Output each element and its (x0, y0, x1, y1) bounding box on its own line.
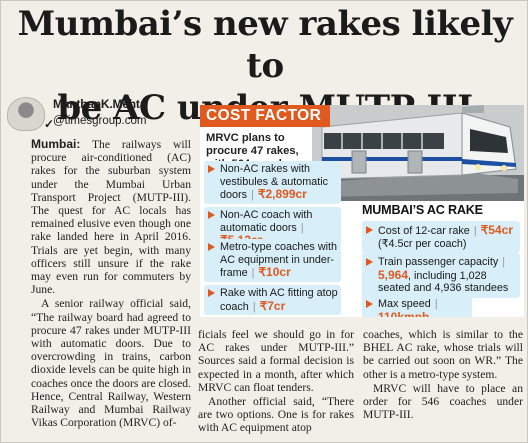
ac-rake-cost-price: ₹54cr (480, 223, 513, 237)
author-handle: @timesgroup.com (53, 115, 147, 127)
infobox-header: COST FACTOR (200, 105, 330, 127)
train-illustration (312, 105, 524, 201)
bullet-arrow-icon (208, 289, 215, 297)
article-paragraph: ficials feel we should go in for AC rake… (198, 328, 354, 394)
ac-rake-title: MUMBAI’S AC RAKE (362, 203, 483, 217)
separator: | (473, 225, 477, 237)
ac-rake-capacity-label: Train passenger capacity (378, 256, 499, 268)
cost-item-text: Non-AC rakes with vestibules & automatic… (220, 163, 329, 202)
author-name: ManthanK.Mehta (53, 97, 147, 111)
dateline: Mumbai: (31, 137, 81, 151)
ac-rake-speed-value: 110kmph (378, 309, 430, 317)
separator: | (251, 189, 254, 202)
ac-rake-capacity: Train passenger capacity | 5,964, includ… (362, 253, 520, 298)
ac-rake-cost: Cost of 12-car rake | ₹54cr (₹4.5cr per … (362, 221, 520, 254)
paragraph-text: The railways will procure air-conditione… (31, 138, 191, 297)
separator: | (251, 267, 255, 280)
ac-rake-speed: Max speed | 110kmph (362, 295, 472, 317)
cost-item: Metro-type coaches with AC equipment in … (204, 239, 341, 282)
separator: | (434, 298, 438, 310)
article-column-3: coaches, which is similar to the BHEL AC… (363, 328, 523, 421)
cost-item-price: ₹10cr (258, 265, 291, 280)
cost-item-price: ₹7cr (259, 298, 286, 313)
article-paragraph: MRVC will have to place an order for 546… (363, 381, 523, 422)
ac-rake-speed-label: Max speed (378, 298, 431, 310)
ac-rake-capacity-detail: , including 1,028 seated and 4,936 stand… (378, 269, 509, 295)
cost-item-text: Rake with AC fitting atop coach (220, 287, 338, 313)
bullet-arrow-icon (366, 226, 373, 234)
headline-line-1: Mumbai’s new rakes likely to (17, 4, 513, 86)
article-paragraph: Mumbai: The railways will procure air-co… (31, 137, 191, 297)
bullet-arrow-icon (208, 165, 215, 173)
article-paragraph: A senior railway official said, “The rai… (31, 297, 191, 430)
cost-item: Rake with AC fitting atop coach | ₹7cr (204, 285, 341, 316)
article-column-2: ficials feel we should go in for AC rake… (198, 328, 354, 435)
cost-item-price: ₹2,899cr (257, 187, 307, 202)
separator: | (300, 221, 304, 234)
ac-rake-cost-label: Cost of 12-car rake (378, 225, 470, 237)
cost-item: Non-AC rakes with vestibules & automatic… (204, 161, 341, 204)
bullet-arrow-icon (366, 258, 373, 266)
article-column-1: Mumbai: The railways will procure air-co… (31, 137, 191, 430)
separator: | (252, 300, 256, 313)
cost-item-text: Metro-type coaches with AC equipment in … (220, 241, 338, 280)
bullet-arrow-icon (208, 243, 215, 251)
cost-factor-infobox: COST FACTOR MRVC plans to procure 47 rak… (200, 105, 524, 317)
twitter-icon: ✓ (44, 117, 55, 131)
ac-rake-cost-note: (₹4.5cr per coach) (378, 237, 467, 250)
byline: ManthanK.Mehta @timesgroup.com (53, 97, 146, 129)
author-photo (7, 97, 45, 131)
bullet-arrow-icon (366, 300, 373, 308)
article-paragraph: coaches, which is similar to the BHEL AC… (363, 328, 523, 381)
separator: | (502, 256, 506, 268)
ac-train-photo (312, 105, 524, 201)
ac-rake-capacity-value: 5,964 (378, 267, 409, 282)
cost-item-text: Non-AC coach with automatic doors (220, 209, 313, 234)
article-paragraph: Another official said, “There are two op… (198, 395, 354, 435)
bullet-arrow-icon (208, 211, 215, 219)
